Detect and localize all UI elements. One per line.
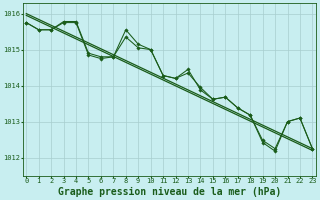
X-axis label: Graphe pression niveau de la mer (hPa): Graphe pression niveau de la mer (hPa) (58, 187, 281, 197)
